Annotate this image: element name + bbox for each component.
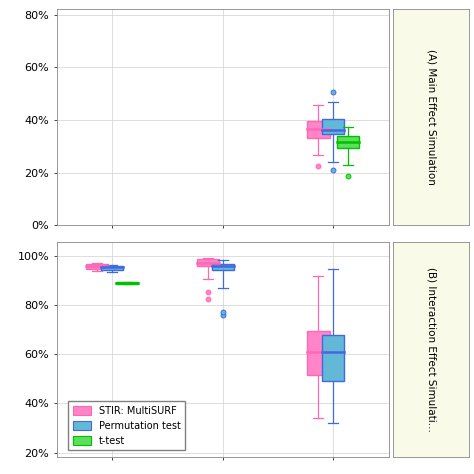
Bar xyxy=(307,331,329,375)
Legend: STIR: MultiSURF, Permutation test, t-test: STIR: MultiSURF, Permutation test, t-tes… xyxy=(68,401,185,450)
Bar xyxy=(322,118,345,135)
Bar xyxy=(197,259,219,266)
Bar xyxy=(307,121,329,138)
Bar xyxy=(86,264,108,269)
Bar xyxy=(116,282,138,284)
Bar xyxy=(322,335,345,382)
Bar xyxy=(212,264,234,270)
Bar xyxy=(101,266,123,270)
Bar xyxy=(337,136,359,147)
Text: (A) Main Effect Simulation: (A) Main Effect Simulation xyxy=(426,49,437,185)
Text: (B) Interaction Effect Simulati...: (B) Interaction Effect Simulati... xyxy=(426,267,437,432)
